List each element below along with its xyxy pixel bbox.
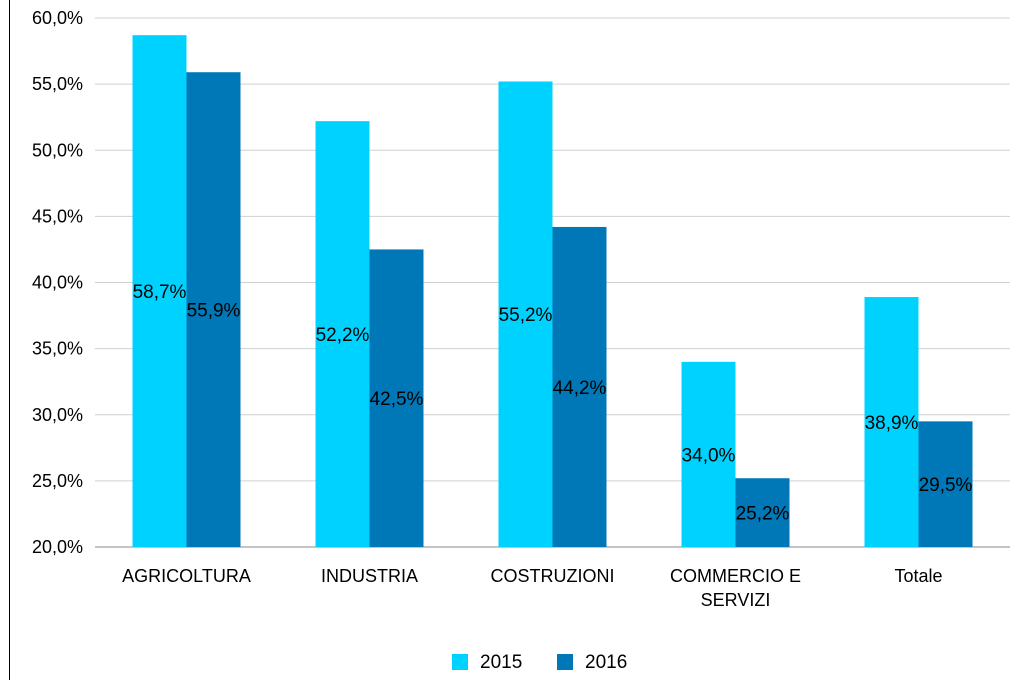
x-category-label: INDUSTRIA — [321, 566, 418, 586]
data-label: 34,0% — [682, 445, 736, 466]
data-label: 52,2% — [316, 325, 370, 346]
y-tick-label: 25,0% — [32, 471, 83, 491]
bar-2016 — [369, 249, 424, 547]
bar-2015 — [498, 81, 553, 547]
data-label: 42,5% — [370, 389, 424, 410]
legend-label: 2015 — [480, 652, 522, 673]
bar-2015 — [864, 297, 919, 547]
legend-swatch-2016 — [557, 654, 573, 670]
x-category-label: COSTRUZIONI — [491, 566, 615, 586]
legend-swatch-2015 — [452, 654, 468, 670]
data-label: 38,9% — [865, 413, 919, 434]
x-category-label: COMMERCIO E — [670, 566, 801, 586]
y-tick-label: 55,0% — [32, 74, 83, 94]
y-tick-label: 20,0% — [32, 537, 83, 557]
y-tick-label: 30,0% — [32, 405, 83, 425]
x-category-label: AGRICOLTURA — [122, 566, 251, 586]
x-category-label: SERVIZI — [701, 590, 771, 610]
bar-2016 — [735, 478, 790, 547]
y-tick-label: 60,0% — [32, 8, 83, 28]
y-tick-label: 35,0% — [32, 339, 83, 359]
data-label: 58,7% — [133, 282, 187, 303]
data-label: 29,5% — [919, 475, 973, 496]
data-label: 55,2% — [499, 305, 553, 326]
data-label: 25,2% — [736, 504, 790, 525]
bar-2016 — [552, 226, 607, 547]
y-tick-label: 45,0% — [32, 206, 83, 226]
data-label: 55,9% — [187, 301, 241, 322]
y-tick-label: 40,0% — [32, 273, 83, 293]
bar-2015 — [132, 35, 187, 547]
bar-2015 — [315, 121, 370, 547]
bar-2015 — [681, 361, 736, 547]
legend-label: 2016 — [585, 652, 627, 673]
y-tick-label: 50,0% — [32, 140, 83, 160]
bar-2016 — [186, 72, 241, 547]
left-border — [9, 0, 10, 680]
data-label: 44,2% — [553, 378, 607, 399]
bar-2016 — [918, 421, 973, 547]
x-category-label: Totale — [894, 566, 942, 586]
